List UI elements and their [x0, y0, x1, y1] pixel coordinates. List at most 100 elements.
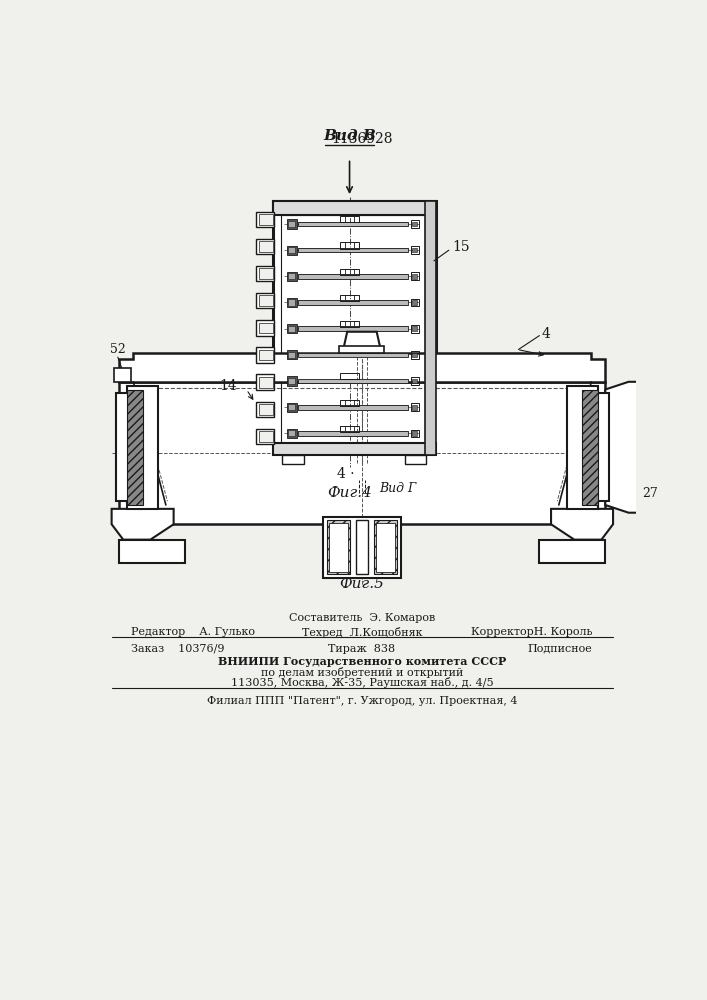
Bar [411, 325, 419, 333]
Bar [373, 520, 397, 574]
Text: Составитель  Э. Комаров: Составитель Э. Комаров [289, 613, 435, 623]
Bar [287, 429, 297, 438]
Bar [273, 201, 436, 215]
Bar [259, 295, 273, 306]
Bar [339, 346, 385, 353]
Bar [298, 353, 408, 357]
Bar [340, 216, 359, 222]
Text: Подписное: Подписное [527, 644, 592, 654]
Bar [340, 242, 359, 249]
Text: КорректорН. Король: КорректорН. Король [471, 627, 592, 637]
Bar [256, 347, 274, 363]
Polygon shape [343, 332, 381, 353]
Bar [582, 389, 597, 505]
Text: по делам изобретений и открытий: по делам изобретений и открытий [261, 667, 463, 678]
Bar [119, 540, 185, 563]
Bar [340, 400, 359, 406]
Bar [411, 246, 419, 254]
Bar [356, 520, 368, 574]
Bar [288, 326, 296, 332]
Bar [259, 268, 273, 279]
Bar [298, 326, 408, 331]
Bar [256, 239, 274, 254]
Bar [256, 293, 274, 308]
Bar [404, 455, 426, 464]
Bar [288, 404, 296, 410]
Bar [327, 520, 351, 574]
Text: Фиг.4: Фиг.4 [327, 486, 372, 500]
Text: Фиг.5: Фиг.5 [339, 577, 385, 591]
Polygon shape [605, 382, 638, 513]
Text: Редактор    А. Гулько: Редактор А. Гулько [131, 627, 255, 637]
Bar [412, 300, 417, 305]
Bar [273, 201, 436, 455]
Bar [298, 248, 408, 252]
Bar [282, 455, 304, 464]
Polygon shape [551, 509, 613, 540]
Polygon shape [115, 386, 158, 509]
Bar [256, 374, 274, 390]
Bar [340, 426, 359, 432]
Bar [259, 350, 273, 360]
Bar [329, 523, 348, 572]
Bar [411, 220, 419, 228]
Bar [259, 323, 273, 333]
Bar [412, 222, 417, 226]
Bar [298, 431, 408, 436]
Bar [298, 222, 408, 226]
Bar [411, 351, 419, 359]
Text: Тираж  838: Тираж 838 [328, 644, 395, 654]
Polygon shape [112, 509, 174, 540]
Bar [411, 403, 419, 411]
Bar [259, 404, 273, 415]
Polygon shape [119, 382, 605, 524]
Bar [256, 402, 274, 417]
Bar [298, 274, 408, 279]
Bar [273, 443, 436, 455]
Text: 4 ·: 4 · [337, 467, 354, 481]
Bar [287, 219, 297, 229]
Bar [376, 523, 395, 572]
Bar [412, 379, 417, 383]
Bar [127, 389, 143, 505]
Bar [298, 379, 408, 383]
Bar [412, 405, 417, 410]
Text: Вид Г: Вид Г [379, 482, 416, 495]
Text: Вид В: Вид В [323, 129, 376, 143]
Bar [287, 376, 297, 386]
Bar [287, 272, 297, 281]
Bar [288, 221, 296, 227]
Bar [298, 300, 408, 305]
Bar [340, 321, 359, 327]
Bar [411, 299, 419, 306]
Polygon shape [119, 353, 605, 382]
Bar [412, 431, 417, 436]
Bar [288, 247, 296, 253]
Bar [412, 326, 417, 331]
Bar [412, 248, 417, 252]
Bar [288, 299, 296, 306]
Bar [411, 272, 419, 280]
Text: 4: 4 [542, 327, 551, 341]
Text: Филиал ППП "Патент", г. Ужгород, ул. Проектная, 4: Филиал ППП "Патент", г. Ужгород, ул. Про… [206, 696, 518, 706]
Bar [287, 403, 297, 412]
Text: 113035, Москва, Ж-35, Раушская наб., д. 4/5: 113035, Москва, Ж-35, Раушская наб., д. … [230, 677, 493, 688]
Text: Техред  Л.Кощобняк: Техред Л.Кощобняк [302, 627, 422, 638]
Bar [288, 378, 296, 384]
Text: 15: 15 [452, 240, 470, 254]
Text: 1136928: 1136928 [331, 132, 392, 146]
Bar [287, 324, 297, 333]
Bar [287, 298, 297, 307]
Bar [256, 429, 274, 444]
Bar [288, 273, 296, 279]
Bar [340, 295, 359, 301]
Text: 27: 27 [642, 487, 658, 500]
Text: ВНИИПИ Государственного комитета СССР: ВНИИПИ Государственного комитета СССР [218, 656, 506, 667]
Bar [340, 269, 359, 275]
Polygon shape [566, 386, 609, 509]
Text: 14: 14 [219, 379, 237, 393]
Bar [288, 430, 296, 436]
Bar [259, 431, 273, 442]
Bar [259, 241, 273, 252]
Bar [411, 377, 419, 385]
